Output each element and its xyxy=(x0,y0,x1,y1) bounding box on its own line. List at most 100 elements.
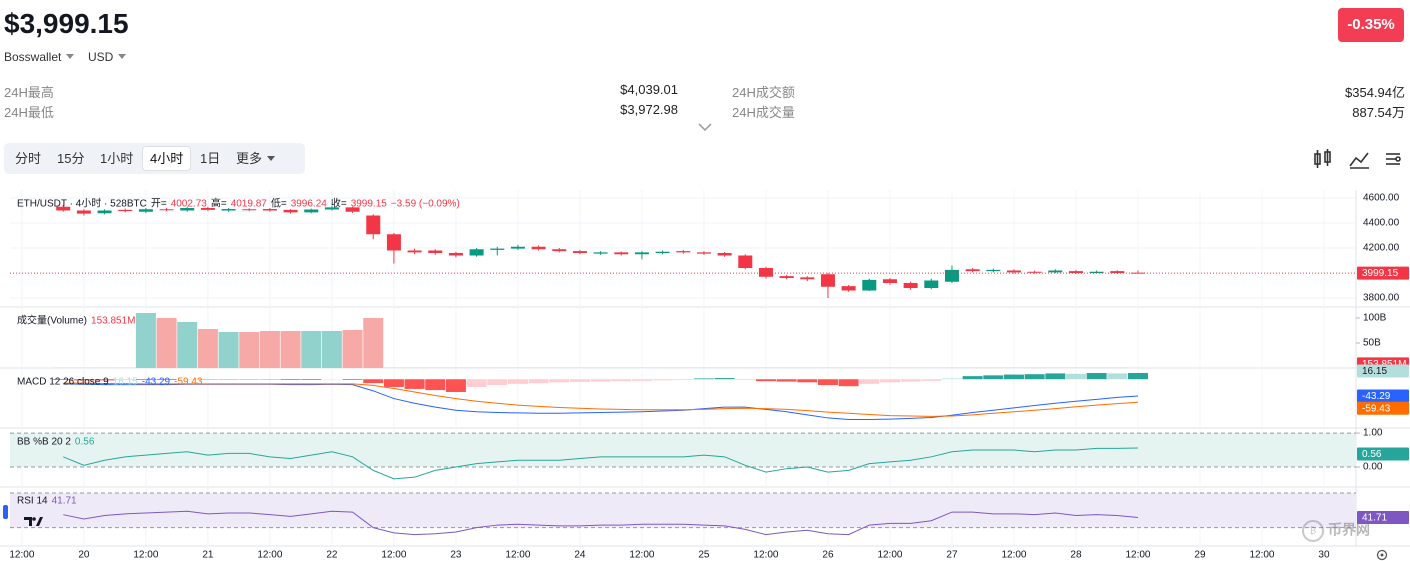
candle-body xyxy=(366,215,381,235)
timeframe-tab[interactable]: 4小时 xyxy=(142,146,192,171)
y-tick-label: 0.00 xyxy=(1363,462,1383,473)
candle-body xyxy=(820,274,835,287)
value-tag: 41.71 xyxy=(1357,511,1409,525)
stat-label: 24H最低 xyxy=(4,105,54,120)
legend-text: 3996.24 xyxy=(291,199,328,210)
legend-text: -43.29 xyxy=(142,377,171,388)
macd-histogram-bar xyxy=(383,379,404,387)
timeframe-tab[interactable]: 更多 xyxy=(229,147,282,170)
expand-chevron[interactable] xyxy=(698,122,712,132)
y-tick-label: 4400.00 xyxy=(1363,218,1400,229)
candle-body xyxy=(1068,271,1083,273)
volume-bar xyxy=(259,331,280,368)
macd-histogram-bar xyxy=(755,379,776,382)
candle-body xyxy=(221,209,236,211)
settings-gear[interactable] xyxy=(1376,549,1388,561)
legend-text: 4002.73 xyxy=(171,199,208,210)
candle-body xyxy=(634,252,649,255)
y-tick-label: 1.00 xyxy=(1363,428,1383,439)
legend-text: 153.851M xyxy=(91,316,135,327)
macd-histogram-bar xyxy=(962,376,983,380)
candle-body xyxy=(655,251,670,253)
candle-body xyxy=(283,209,298,213)
macd-histogram-bar xyxy=(941,378,962,380)
candle-body xyxy=(800,277,815,280)
candle-body xyxy=(572,251,587,253)
stat-value: $354.94亿 xyxy=(1345,85,1405,100)
timeframe-tab[interactable]: 1日 xyxy=(200,151,221,166)
legend-text: RSI 14 xyxy=(17,496,48,507)
candle-body xyxy=(76,210,91,214)
candle-body xyxy=(407,250,422,253)
value-tag: -59.43 xyxy=(1357,401,1409,415)
value-tag-bg xyxy=(1357,266,1409,280)
macd-histogram-bar xyxy=(425,379,446,391)
timeframe-tab[interactable]: 1小时 xyxy=(100,151,134,166)
x-tick-label: 12:00 xyxy=(9,550,34,561)
candle-body xyxy=(944,269,959,282)
volume-bar xyxy=(156,318,177,368)
indicator-icon[interactable] xyxy=(1349,152,1369,169)
candle-body xyxy=(986,269,1001,272)
candle-body xyxy=(159,209,174,211)
legend-text: 3999.15 xyxy=(351,199,388,210)
candle-body xyxy=(386,234,401,251)
candle-body xyxy=(676,251,691,253)
macd-histogram-bar xyxy=(1127,372,1148,380)
stat-label: 24H成交量 xyxy=(732,105,795,120)
value-tag-label: -43.29 xyxy=(1362,391,1391,402)
legend-text: 41.71 xyxy=(52,496,77,507)
x-tick-label: 26 xyxy=(822,550,834,561)
watermark-logo: ₿ xyxy=(1302,520,1324,542)
indicator-line xyxy=(63,383,1139,420)
y-tick-label: 50B xyxy=(1363,338,1381,349)
candle-body xyxy=(56,206,71,211)
macd-histogram-bar xyxy=(900,379,921,382)
candle-body xyxy=(1110,271,1125,273)
legend-text: BB %B 20 2 xyxy=(17,437,71,448)
indicator-band xyxy=(10,433,1356,467)
candle-body xyxy=(324,207,339,210)
indicator-line xyxy=(63,382,1139,417)
wallet-select[interactable]: Bosswallet xyxy=(4,50,74,64)
indicator-line xyxy=(63,510,1139,536)
tv-logo xyxy=(24,517,43,526)
timeframe-tab[interactable]: 分时 xyxy=(15,151,42,166)
x-tick-label: 12:00 xyxy=(629,550,654,561)
candle-body xyxy=(1048,270,1063,273)
candle-body xyxy=(841,286,856,291)
macd-histogram-bar xyxy=(301,379,322,380)
macd-histogram-bar xyxy=(487,379,508,386)
macd-histogram-bar xyxy=(1065,373,1086,380)
legend-text: 低= xyxy=(271,197,287,210)
settings-icon[interactable] xyxy=(1386,153,1401,165)
legend-text: 16.15 xyxy=(113,377,138,388)
value-tag-label: 16.15 xyxy=(1362,366,1387,377)
candle-body xyxy=(490,248,505,250)
macd-histogram-bar xyxy=(1024,374,1045,380)
value-tag-bg xyxy=(1357,364,1409,378)
currency-select[interactable]: USD xyxy=(88,50,126,64)
timeframe-tab[interactable]: 15分 xyxy=(57,151,85,166)
macd-histogram-bar xyxy=(1003,374,1024,380)
value-tag-bg xyxy=(1357,401,1409,415)
macd-histogram-bar xyxy=(1107,373,1128,380)
candle-body xyxy=(758,268,773,277)
candle-body xyxy=(531,246,546,250)
candle-body xyxy=(862,279,877,291)
x-tick-label: 12:00 xyxy=(381,550,406,561)
x-tick-label: 12:00 xyxy=(1001,550,1026,561)
volume-bar xyxy=(363,318,384,368)
candle-icon[interactable] xyxy=(1314,149,1331,168)
legend-text: ETH/USDT · 4小时 · 528BTC xyxy=(17,198,147,210)
volume-bar xyxy=(177,322,198,368)
candle-body xyxy=(614,252,629,255)
timeframe-tabs: 分时 15分 1小时 4小时 1日 更多 xyxy=(4,143,305,174)
macd-histogram-bar xyxy=(73,379,94,381)
volume-bar xyxy=(301,331,322,368)
candle-body xyxy=(924,280,939,288)
macd-histogram-bar xyxy=(735,379,756,380)
macd-histogram-bar xyxy=(94,379,115,381)
